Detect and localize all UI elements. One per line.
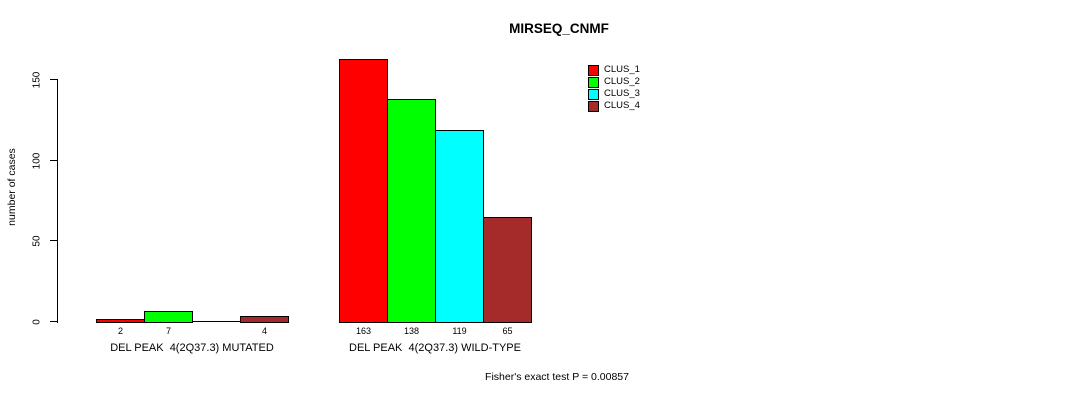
bar-clus_2-group2 bbox=[387, 99, 436, 323]
bar-clus_1-group2 bbox=[339, 59, 388, 323]
legend-item-clus_3: CLUS_3 bbox=[588, 88, 640, 100]
fisher-test-note: Fisher's exact test P = 0.00857 bbox=[485, 371, 629, 383]
legend-label: CLUS_4 bbox=[604, 100, 640, 111]
legend-swatch-icon bbox=[588, 88, 599, 100]
bar-clus_1-group1 bbox=[96, 319, 145, 323]
legend-label: CLUS_1 bbox=[604, 64, 640, 75]
bar-value-label: 7 bbox=[165, 326, 171, 336]
bar-clus_3-group2 bbox=[435, 130, 484, 323]
bar-value-label: 119 bbox=[452, 326, 467, 336]
legend-swatch-icon bbox=[588, 64, 599, 76]
bar-value-label: 138 bbox=[403, 326, 420, 336]
legend-item-clus_1: CLUS_1 bbox=[588, 64, 640, 76]
bar-clus_2-group1 bbox=[144, 311, 193, 323]
y-axis-tick bbox=[50, 240, 58, 241]
bar-value-label: 4 bbox=[261, 326, 267, 336]
category-label-group1: DEL PEAK 4(2Q37.3) MUTATED bbox=[110, 342, 274, 354]
legend-label: CLUS_3 bbox=[604, 88, 640, 99]
bar-value-label: 65 bbox=[502, 326, 513, 336]
bar-clus_4-group1 bbox=[240, 316, 289, 323]
y-axis-tick bbox=[50, 79, 58, 80]
bar-clus_4-group2 bbox=[483, 217, 532, 323]
y-axis-tick bbox=[50, 160, 58, 161]
y-axis-tick bbox=[50, 321, 58, 322]
legend-item-clus_2: CLUS_2 bbox=[588, 76, 640, 88]
legend-item-clus_4: CLUS_4 bbox=[588, 100, 640, 112]
legend-swatch-icon bbox=[588, 100, 599, 112]
bar-value-label: 2 bbox=[117, 326, 123, 336]
bar-value-label: 163 bbox=[355, 326, 372, 336]
legend-label: CLUS_2 bbox=[604, 76, 640, 87]
legend-swatch-icon bbox=[588, 76, 599, 88]
bar-clus_3-group1-zero bbox=[192, 321, 241, 322]
chart-title: MIRSEQ_CNMF bbox=[509, 21, 609, 36]
y-axis-line bbox=[57, 80, 58, 323]
category-label-group2: DEL PEAK 4(2Q37.3) WILD-TYPE bbox=[349, 342, 521, 354]
legend: CLUS_1 CLUS_2 CLUS_3 CLUS_4 bbox=[588, 64, 640, 112]
